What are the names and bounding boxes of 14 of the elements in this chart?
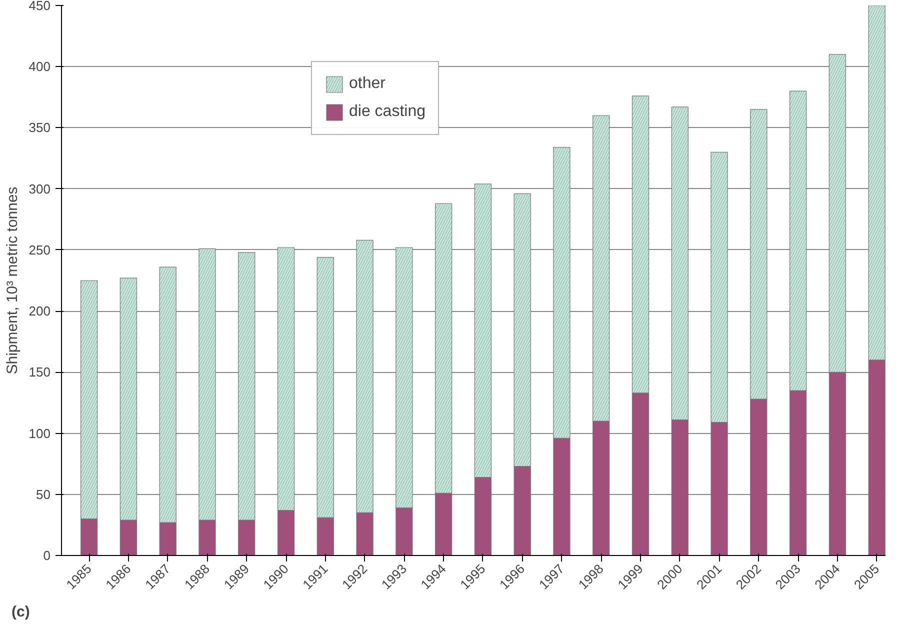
y-tick-label: 150 xyxy=(28,364,51,380)
y-axis-title: Shipment, 10³ metric tonnes xyxy=(4,186,21,374)
y-tick-label: 250 xyxy=(28,242,51,258)
y-tick-label: 400 xyxy=(28,59,51,74)
y-tick-label: 350 xyxy=(28,120,51,136)
legend-label: die casting xyxy=(349,103,426,121)
text: (c) xyxy=(12,604,30,620)
y-tick-label: 200 xyxy=(28,304,51,319)
y-tick-label: 0 xyxy=(43,548,51,563)
y-tick-label: 450 xyxy=(28,0,51,13)
legend-label: other xyxy=(349,75,386,93)
y-tick-label: 300 xyxy=(28,181,51,196)
y-tick-label: 100 xyxy=(28,426,51,441)
y-tick-label: 50 xyxy=(36,486,51,502)
